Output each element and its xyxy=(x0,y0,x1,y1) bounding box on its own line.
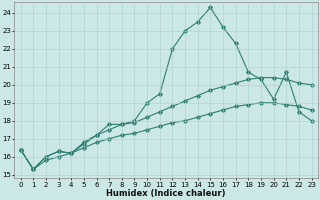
X-axis label: Humidex (Indice chaleur): Humidex (Indice chaleur) xyxy=(106,189,226,198)
